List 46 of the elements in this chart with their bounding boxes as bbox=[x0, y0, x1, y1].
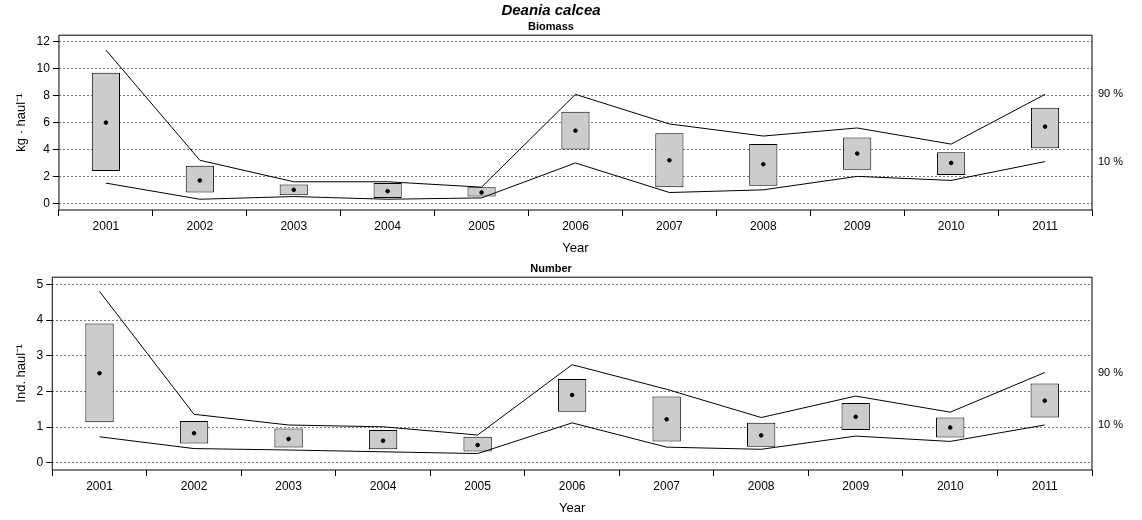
x-tick-label: 2004 bbox=[369, 478, 397, 493]
x-tick-label: 2006 bbox=[558, 478, 586, 493]
y-axis-title: Ind. haul⁻¹ bbox=[13, 343, 29, 403]
x-tick-label: 2005 bbox=[464, 478, 492, 493]
x-tick-label: 2003 bbox=[275, 478, 303, 493]
x-tick-label: 2002 bbox=[180, 478, 208, 493]
x-tick-label: 2002 bbox=[186, 218, 214, 233]
x-tick-label: 2007 bbox=[653, 478, 681, 493]
y-tick-label: 10 bbox=[36, 61, 51, 76]
text: 10 % bbox=[1098, 154, 1124, 167]
x-tick-label: 2011 bbox=[1031, 478, 1058, 493]
y-tick-label: 12 bbox=[36, 34, 51, 49]
y-tick-label: 8 bbox=[43, 88, 51, 103]
y-tick-label: 1 bbox=[36, 419, 44, 434]
text: 90 % bbox=[1098, 87, 1124, 100]
x-tick-label: 2003 bbox=[280, 218, 308, 233]
y-tick-label: 6 bbox=[43, 114, 51, 129]
x-tick-label: 2001 bbox=[86, 478, 114, 493]
y-tick-label: 0 bbox=[43, 195, 51, 210]
chart-title: Deania calcea bbox=[501, 1, 601, 19]
x-tick-label: 2011 bbox=[1032, 218, 1059, 233]
y-tick-label: 4 bbox=[36, 312, 44, 327]
x-tick-label: 2005 bbox=[468, 218, 496, 233]
y-tick-label: 5 bbox=[36, 276, 44, 291]
y-tick-label: 2 bbox=[36, 383, 44, 398]
y-tick-label: 0 bbox=[36, 455, 44, 470]
x-tick-label: 2006 bbox=[562, 218, 590, 233]
x-axis-title: Year bbox=[562, 239, 590, 255]
y-tick-label: 2 bbox=[43, 168, 51, 183]
x-axis-title: Year bbox=[559, 499, 586, 515]
chart-title: Number bbox=[530, 261, 573, 274]
chart-subtitle: Biomass bbox=[528, 19, 574, 32]
text: 90 % bbox=[1098, 365, 1124, 378]
y-tick-label: 4 bbox=[43, 141, 51, 156]
x-tick-label: 2007 bbox=[656, 218, 684, 233]
x-tick-label: 2009 bbox=[842, 478, 870, 493]
x-tick-label: 2008 bbox=[749, 218, 777, 233]
x-tick-label: 2010 bbox=[936, 478, 964, 493]
x-tick-label: 2001 bbox=[92, 218, 120, 233]
x-tick-label: 2010 bbox=[937, 218, 965, 233]
x-tick-label: 2004 bbox=[374, 218, 402, 233]
y-tick-label: 3 bbox=[36, 348, 44, 363]
text: 10 % bbox=[1098, 418, 1124, 431]
x-tick-label: 2008 bbox=[747, 478, 775, 493]
x-tick-label: 2009 bbox=[843, 218, 871, 233]
y-axis-title: kg · haul⁻¹ bbox=[13, 92, 29, 152]
